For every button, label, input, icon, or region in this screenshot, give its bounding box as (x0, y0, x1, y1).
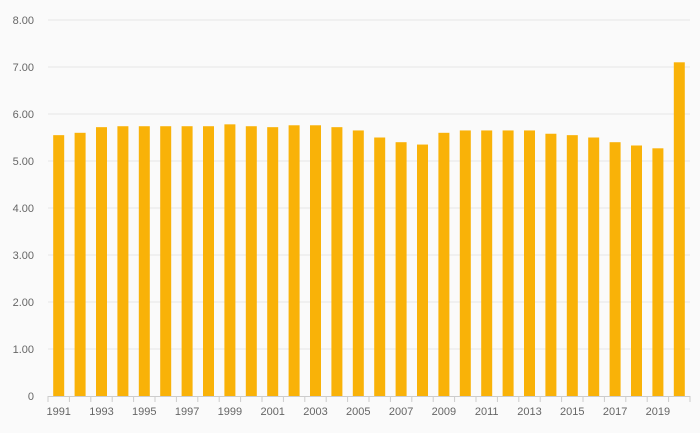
bar-2005 (352, 130, 364, 396)
x-tick-label: 1991 (46, 406, 70, 418)
bar-2001 (267, 127, 279, 396)
bar-2004 (331, 127, 343, 396)
bar-2007 (395, 142, 407, 396)
x-tick-label: 2001 (260, 406, 284, 418)
bars (53, 62, 685, 397)
y-tick-label: 3.00 (13, 250, 34, 262)
bar-1993 (96, 127, 107, 396)
bar-1998 (203, 126, 214, 396)
x-tick-label: 2013 (517, 406, 541, 418)
bar-1995 (138, 126, 150, 396)
y-tick-label: 8.00 (13, 15, 34, 27)
y-tick-label: 4.00 (13, 203, 34, 215)
y-tick-label: 1.00 (13, 344, 34, 356)
bar-2009 (438, 132, 450, 397)
bar-2020 (673, 62, 685, 397)
x-tick-label: 2009 (432, 406, 456, 418)
bar-2002 (288, 125, 300, 396)
y-tick-label: 5.00 (13, 156, 34, 168)
bar-2019 (652, 148, 664, 396)
bar-2014 (545, 133, 557, 397)
y-tick-label: 2.00 (13, 297, 34, 309)
bar-2012 (502, 130, 514, 396)
bar-1994 (117, 126, 129, 396)
x-tick-label: 2017 (603, 406, 627, 418)
bar-2010 (459, 130, 471, 396)
x-tick-label: 2003 (303, 406, 327, 418)
bar-2011 (481, 130, 493, 396)
bar-1992 (74, 132, 86, 397)
bar-1997 (181, 126, 193, 396)
y-tick-label: 0 (28, 391, 34, 403)
x-tick-label: 1995 (132, 406, 156, 418)
bar-1999 (224, 124, 236, 396)
grid-lines (48, 19, 690, 350)
bar-2013 (524, 130, 535, 396)
x-tick-label: 1993 (89, 406, 113, 418)
y-axis-tick-labels: 0 1.00 2.00 3.00 4.00 5.00 6.00 7.00 8.00 (13, 15, 34, 403)
x-tick-label: 1999 (218, 406, 242, 418)
bar-2017 (609, 142, 621, 396)
bar-2016 (588, 137, 600, 396)
bar-2006 (374, 137, 386, 396)
x-tick-label: 2005 (346, 406, 370, 418)
bar-2018 (631, 145, 642, 396)
x-tick-label: 1997 (175, 406, 199, 418)
bar-2015 (566, 135, 578, 396)
y-tick-label: 6.00 (13, 109, 34, 121)
bar-1991 (53, 135, 65, 396)
x-tick-label: 2011 (475, 406, 499, 418)
bar-2000 (245, 126, 257, 396)
bar-1996 (160, 126, 172, 396)
x-axis-tick-labels: 1991 1993 1995 1997 1999 2001 2003 2005 2007 2009… (46, 396, 691, 418)
x-tick-label: 2007 (389, 406, 413, 418)
x-tick-label: 2019 (646, 406, 670, 418)
x-tick-label: 2015 (560, 406, 584, 418)
bar-2008 (417, 144, 428, 396)
y-tick-label: 7.00 (13, 62, 34, 74)
bar-2003 (310, 125, 321, 396)
